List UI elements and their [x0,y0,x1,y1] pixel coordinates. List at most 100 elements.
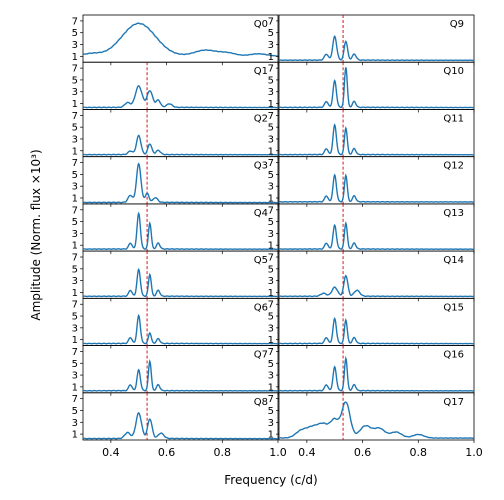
panel-frame [82,250,279,299]
y-tick-label: 3 [72,229,78,240]
panel-q7: Q7 1 3 5 7 [72,345,279,396]
x-tick-label: 0.6 [354,446,372,459]
panel-grid: Q01357Q11357Q21357Q31357Q41357Q51357Q613… [72,14,483,459]
panel-label: Q17 [443,397,464,408]
y-tick-label: 3 [72,323,78,334]
y-tick-label: 5 [72,28,78,39]
x-axis-label: Frequency (c/d) [224,473,317,487]
y-tick-label: 5 [268,217,274,228]
y-tick-label: 3 [268,40,274,51]
y-tick-label: 3 [268,87,274,98]
spectrum-line [278,123,475,156]
panel-frame [82,297,279,346]
panel-label: Q3 [254,161,268,172]
y-tick-label: 5 [72,312,78,323]
y-tick-label: 3 [72,182,78,193]
y-tick-label: 7 [268,16,274,27]
y-tick-label: 7 [268,300,274,311]
panel-label: Q0 [254,19,268,30]
y-tick-label: 5 [72,264,78,275]
y-tick-label: 5 [72,123,78,134]
panel-label: Q14 [443,255,464,266]
y-tick-label: 3 [268,371,274,382]
y-tick-label: 5 [72,359,78,370]
y-tick-label: 1 [72,193,78,204]
y-tick-label: 7 [72,64,78,75]
y-tick-label: 7 [268,205,274,216]
y-tick-label: 5 [72,217,78,228]
y-tick-label: 7 [72,253,78,264]
y-tick-label: 7 [72,205,78,216]
y-tick-label: 3 [268,182,274,193]
y-tick-label: 3 [268,134,274,145]
spectrum-line [82,134,279,156]
y-tick-label: 1 [268,99,274,110]
y-tick-label: 5 [268,406,274,417]
y-tick-label: 7 [72,300,78,311]
x-tick-label: 0.8 [410,446,428,459]
y-tick-label: 1 [268,335,274,346]
panel-label: Q2 [254,113,268,124]
spectrum-line [82,211,279,251]
y-tick-label: 3 [268,229,274,240]
panel-label: Q7 [254,350,268,361]
y-tick-label: 5 [268,75,274,86]
y-tick-label: 3 [72,418,78,429]
y-tick-label: 7 [268,394,274,405]
y-tick-label: 1 [72,382,78,393]
spectrum-line [278,35,475,62]
x-tick-label: 1.0 [465,446,483,459]
y-tick-label: 1 [268,52,274,63]
y-tick-label: 1 [72,430,78,441]
spectrum-line [82,162,279,204]
y-tick-label: 3 [72,40,78,51]
panel-frame [82,109,279,158]
y-tick-label: 7 [72,111,78,122]
y-tick-label: 1 [72,52,78,63]
y-tick-label: 1 [268,430,274,441]
y-tick-label: 7 [268,64,274,75]
y-tick-label: 1 [268,241,274,252]
panel-label: Q1 [254,66,268,77]
panel-frame [82,61,279,110]
spectrum-line [82,314,279,345]
panel-label: Q11 [443,113,464,124]
panel-frame [278,392,475,441]
y-tick-label: 7 [72,394,78,405]
y-tick-label: 3 [268,418,274,429]
spectrum-line [82,85,279,109]
y-tick-label: 3 [72,276,78,287]
y-tick-label: 7 [268,347,274,358]
x-tick-label: 0.4 [298,446,316,459]
panel-label: Q6 [254,302,268,313]
spectrum-line [82,268,279,298]
panel-frame [82,345,279,394]
y-tick-label: 1 [72,241,78,252]
y-tick-label: 1 [72,146,78,157]
y-tick-label: 1 [268,288,274,299]
spectrum-line [278,173,475,203]
y-tick-label: 3 [72,134,78,145]
panel-label: Q13 [443,208,464,219]
spectrum-line [278,317,475,345]
y-tick-label: 1 [268,193,274,204]
y-tick-label: 1 [72,288,78,299]
spectrum-line [278,67,475,109]
x-tick-label: 0.4 [102,446,120,459]
panel-label: Q5 [254,255,268,266]
x-tick-label: 0.6 [158,446,176,459]
panel-label: Q12 [443,161,464,172]
y-tick-label: 5 [268,123,274,134]
y-tick-label: 5 [268,264,274,275]
